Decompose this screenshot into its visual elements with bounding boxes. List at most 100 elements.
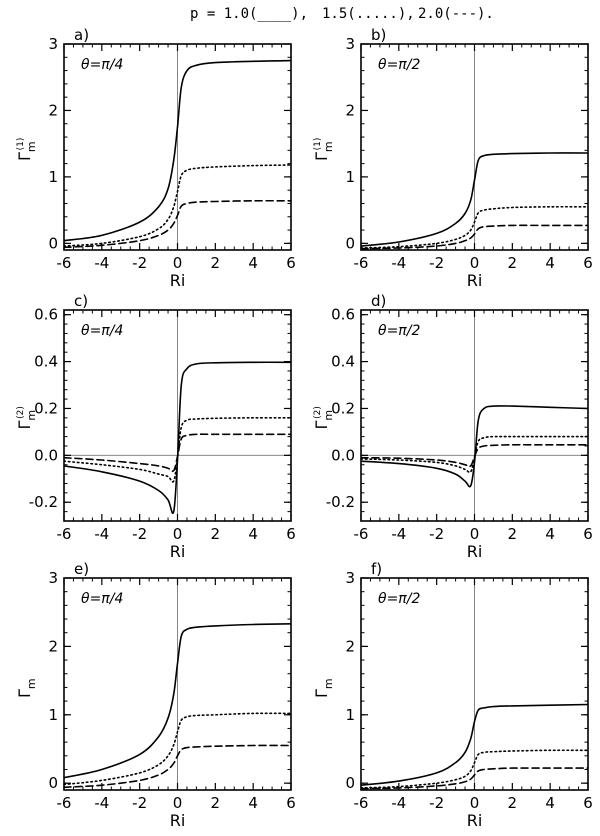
y-axis-label: Γm(1) <box>312 138 335 161</box>
series-line <box>64 712 291 786</box>
x-tick-label: -2 <box>132 525 147 543</box>
x-tick-label: 6 <box>286 254 296 272</box>
x-tick-label: 0 <box>173 525 183 543</box>
x-tick-label: 0 <box>173 254 183 272</box>
x-tick-label: 2 <box>508 525 518 543</box>
x-axis-label: Ri <box>467 271 483 290</box>
y-tick-label: 0.2 <box>331 399 355 417</box>
y-tick-label: 3 <box>48 569 58 587</box>
x-tick-label: 6 <box>583 254 593 272</box>
y-tick-label: 1 <box>345 706 355 724</box>
series-line <box>64 623 291 779</box>
y-label-subscript: m <box>322 141 335 152</box>
x-tick-label: 2 <box>211 794 221 812</box>
x-tick-label: 4 <box>248 254 258 272</box>
y-tick-label: 3 <box>345 35 355 53</box>
series-line <box>361 152 588 247</box>
y-tick-label: 2 <box>48 101 58 119</box>
x-axis-label: Ri <box>170 542 186 561</box>
x-tick-label: 0 <box>173 794 183 812</box>
x-tick-label: 2 <box>211 254 221 272</box>
x-tick-label: 0 <box>470 525 480 543</box>
x-tick-label: -6 <box>354 254 369 272</box>
x-tick-label: -2 <box>429 525 444 543</box>
y-tick-label: 0 <box>345 774 355 792</box>
panel-label: e) <box>74 560 89 578</box>
series-line <box>64 744 291 789</box>
y-label-subscript: m <box>25 410 38 421</box>
y-label-superscript: (1) <box>16 138 26 151</box>
x-tick-label: -2 <box>132 794 147 812</box>
y-tick-label: 0 <box>345 234 355 252</box>
y-tick-label: 0.2 <box>34 399 58 417</box>
x-tick-label: -6 <box>354 794 369 812</box>
x-tick-label: 2 <box>508 794 518 812</box>
x-tick-label: 6 <box>583 525 593 543</box>
y-label-subscript: m <box>322 678 335 689</box>
x-tick-label: -4 <box>391 794 406 812</box>
legend-dashed-label: 2.0(---). <box>418 6 494 22</box>
theta-annotation: θ=π/2 <box>378 323 420 339</box>
y-tick-label: 3 <box>345 569 355 587</box>
y-tick-label: 0.0 <box>331 446 355 464</box>
y-tick-label: 0 <box>48 234 58 252</box>
y-label-symbol: Γ <box>312 421 331 430</box>
series-line <box>64 416 291 483</box>
y-label-superscript: (1) <box>313 138 323 151</box>
y-tick-label: 2 <box>345 637 355 655</box>
x-tick-label: 6 <box>583 794 593 812</box>
series-line <box>361 443 588 468</box>
y-tick-label: 0 <box>48 774 58 792</box>
y-axis-label: Γm(2) <box>312 406 335 429</box>
y-axis-label: Γm <box>312 678 335 698</box>
x-tick-label: 2 <box>508 254 518 272</box>
x-tick-label: 4 <box>545 525 555 543</box>
y-axis-label: Γm(1) <box>15 138 38 161</box>
panel-d: -6 -4 -2 0 2 4 6 -0.2 0.0 0.2 0.4 0.6 d) θ=π/2 Ri Γm(2) <box>312 292 593 561</box>
x-tick-label: 0 <box>470 794 480 812</box>
header-legend: p = 1.0(____), 1.5(.....), 2.0(---). <box>190 6 494 22</box>
x-axis-label: Ri <box>170 271 186 290</box>
series-line <box>64 59 291 242</box>
x-tick-label: -6 <box>57 525 72 543</box>
y-tick-label: -0.2 <box>29 493 58 511</box>
x-tick-label: -6 <box>57 794 72 812</box>
x-tick-label: 4 <box>248 525 258 543</box>
y-tick-label: 2 <box>345 101 355 119</box>
y-label-subscript: m <box>25 141 38 152</box>
panel-label: b) <box>371 26 386 44</box>
x-tick-label: 6 <box>286 525 296 543</box>
series-line <box>361 435 588 474</box>
x-axis-label: Ri <box>467 811 483 830</box>
x-tick-label: 4 <box>545 254 555 272</box>
x-axis-label: Ri <box>467 542 483 561</box>
y-label-subscript: m <box>322 410 335 421</box>
y-tick-label: 1 <box>48 168 58 186</box>
panel-label: a) <box>74 26 89 44</box>
x-tick-label: 2 <box>211 525 221 543</box>
x-tick-label: 0 <box>470 254 480 272</box>
x-tick-label: -4 <box>94 525 109 543</box>
series-line <box>64 433 291 472</box>
panel-f: -6 -4 -2 0 2 4 6 0 1 2 3 f) θ=π/2 Ri Γm <box>312 560 593 830</box>
x-tick-label: 4 <box>248 794 258 812</box>
panel-label: c) <box>74 292 88 310</box>
series-line <box>361 703 588 786</box>
legend-solid-label: p = 1.0(____), <box>190 6 308 22</box>
series-line <box>361 224 588 250</box>
y-label-symbol: Γ <box>312 689 331 698</box>
y-tick-label: 0.6 <box>34 306 58 324</box>
panel-e: -6 -4 -2 0 2 4 6 0 1 2 3 e) θ=π/4 Ri Γm <box>15 560 296 830</box>
panel-label: d) <box>371 292 386 310</box>
x-tick-label: 6 <box>286 794 296 812</box>
y-tick-label: 1 <box>48 706 58 724</box>
y-tick-label: 0.0 <box>34 446 58 464</box>
y-label-symbol: Γ <box>312 152 331 161</box>
y-label-subscript: m <box>25 678 38 689</box>
series-line <box>361 405 588 488</box>
panel-c: -6 -4 -2 0 2 4 6 -0.2 0.0 0.2 0.4 0.6 c) θ=π/4 Ri Γm(2) <box>15 292 296 561</box>
y-label-symbol: Γ <box>15 689 34 698</box>
y-label-symbol: Γ <box>15 421 34 430</box>
y-label-superscript: (2) <box>313 406 323 419</box>
